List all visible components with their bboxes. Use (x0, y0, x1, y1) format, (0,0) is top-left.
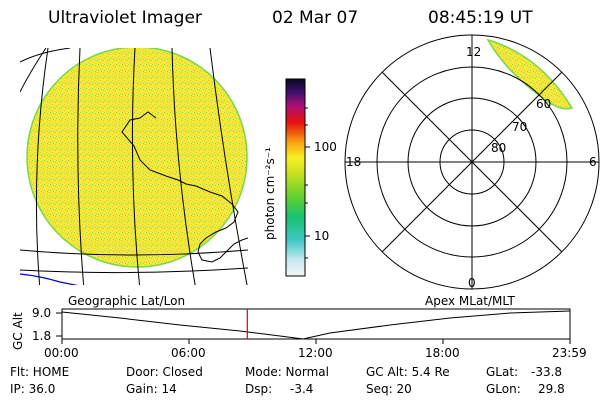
glat-value: -33.8 (531, 365, 563, 379)
instrument-title: Ultraviolet Imager (48, 8, 202, 28)
altitude-ytick-low: 1.8 (32, 329, 52, 343)
colorbar-tick-100: 100 (314, 140, 337, 154)
colorbar-unit-label: photon cm⁻²s⁻¹ (263, 147, 277, 240)
colorbar-tick-10: 10 (314, 229, 330, 243)
xtick-0600: 06:00 (171, 346, 206, 360)
coastline (121, 117, 248, 263)
altitude-curve (61, 310, 571, 340)
seq-value: Seq: 20 (366, 382, 412, 396)
polar-plot (344, 34, 600, 290)
blue-coastline (20, 273, 79, 285)
flight-status: Flt: HOME (10, 365, 70, 379)
mlt-label-18: 18 (346, 155, 362, 169)
geo-map (20, 48, 248, 285)
xtick-1800: 18:00 (425, 346, 460, 360)
door-status: Door: Closed (126, 365, 203, 379)
mlt-label-6: 6 (589, 155, 597, 169)
altitude-plot (56, 308, 571, 344)
altitude-ticks (56, 312, 571, 344)
dsp-label: Dsp: (245, 382, 273, 396)
glat-label: GLat: (486, 365, 519, 379)
glon-value: 29.8 (538, 382, 565, 396)
mlat-label-80: 80 (491, 141, 507, 155)
xtick-1200: 12:00 (298, 346, 333, 360)
mlt-label-0: 0 (468, 276, 476, 290)
mlat-label-60: 60 (536, 97, 552, 111)
date-label: 02 Mar 07 (272, 8, 359, 28)
colorbar-ticks (305, 107, 310, 259)
polar-caption: Apex MLat/MLT (425, 294, 515, 308)
glon-label: GLon: (486, 382, 521, 396)
mode-status: Mode: Normal (245, 365, 329, 379)
gain-value: Gain: 14 (126, 382, 177, 396)
dsp-value: -3.4 (290, 382, 314, 396)
xtick-2359: 23:59 (552, 346, 587, 360)
geo-gridlines (20, 48, 248, 285)
xtick-0000: 00:00 (44, 346, 79, 360)
auroral-emission (486, 38, 574, 110)
time-label: 08:45:19 UT (428, 8, 533, 28)
gc-alt-value: GC Alt: 5.4 Re (366, 365, 450, 379)
geo-caption: Geographic Lat/Lon (68, 294, 186, 308)
altitude-ylabel: GC Alt (11, 312, 25, 350)
altitude-ytick-high: 9.0 (32, 306, 52, 320)
uv-disk (26, 48, 248, 268)
mlt-label-12: 12 (466, 45, 482, 59)
colorbar (285, 78, 306, 277)
mlat-label-70: 70 (512, 120, 528, 134)
ip-value: IP: 36.0 (10, 382, 56, 396)
